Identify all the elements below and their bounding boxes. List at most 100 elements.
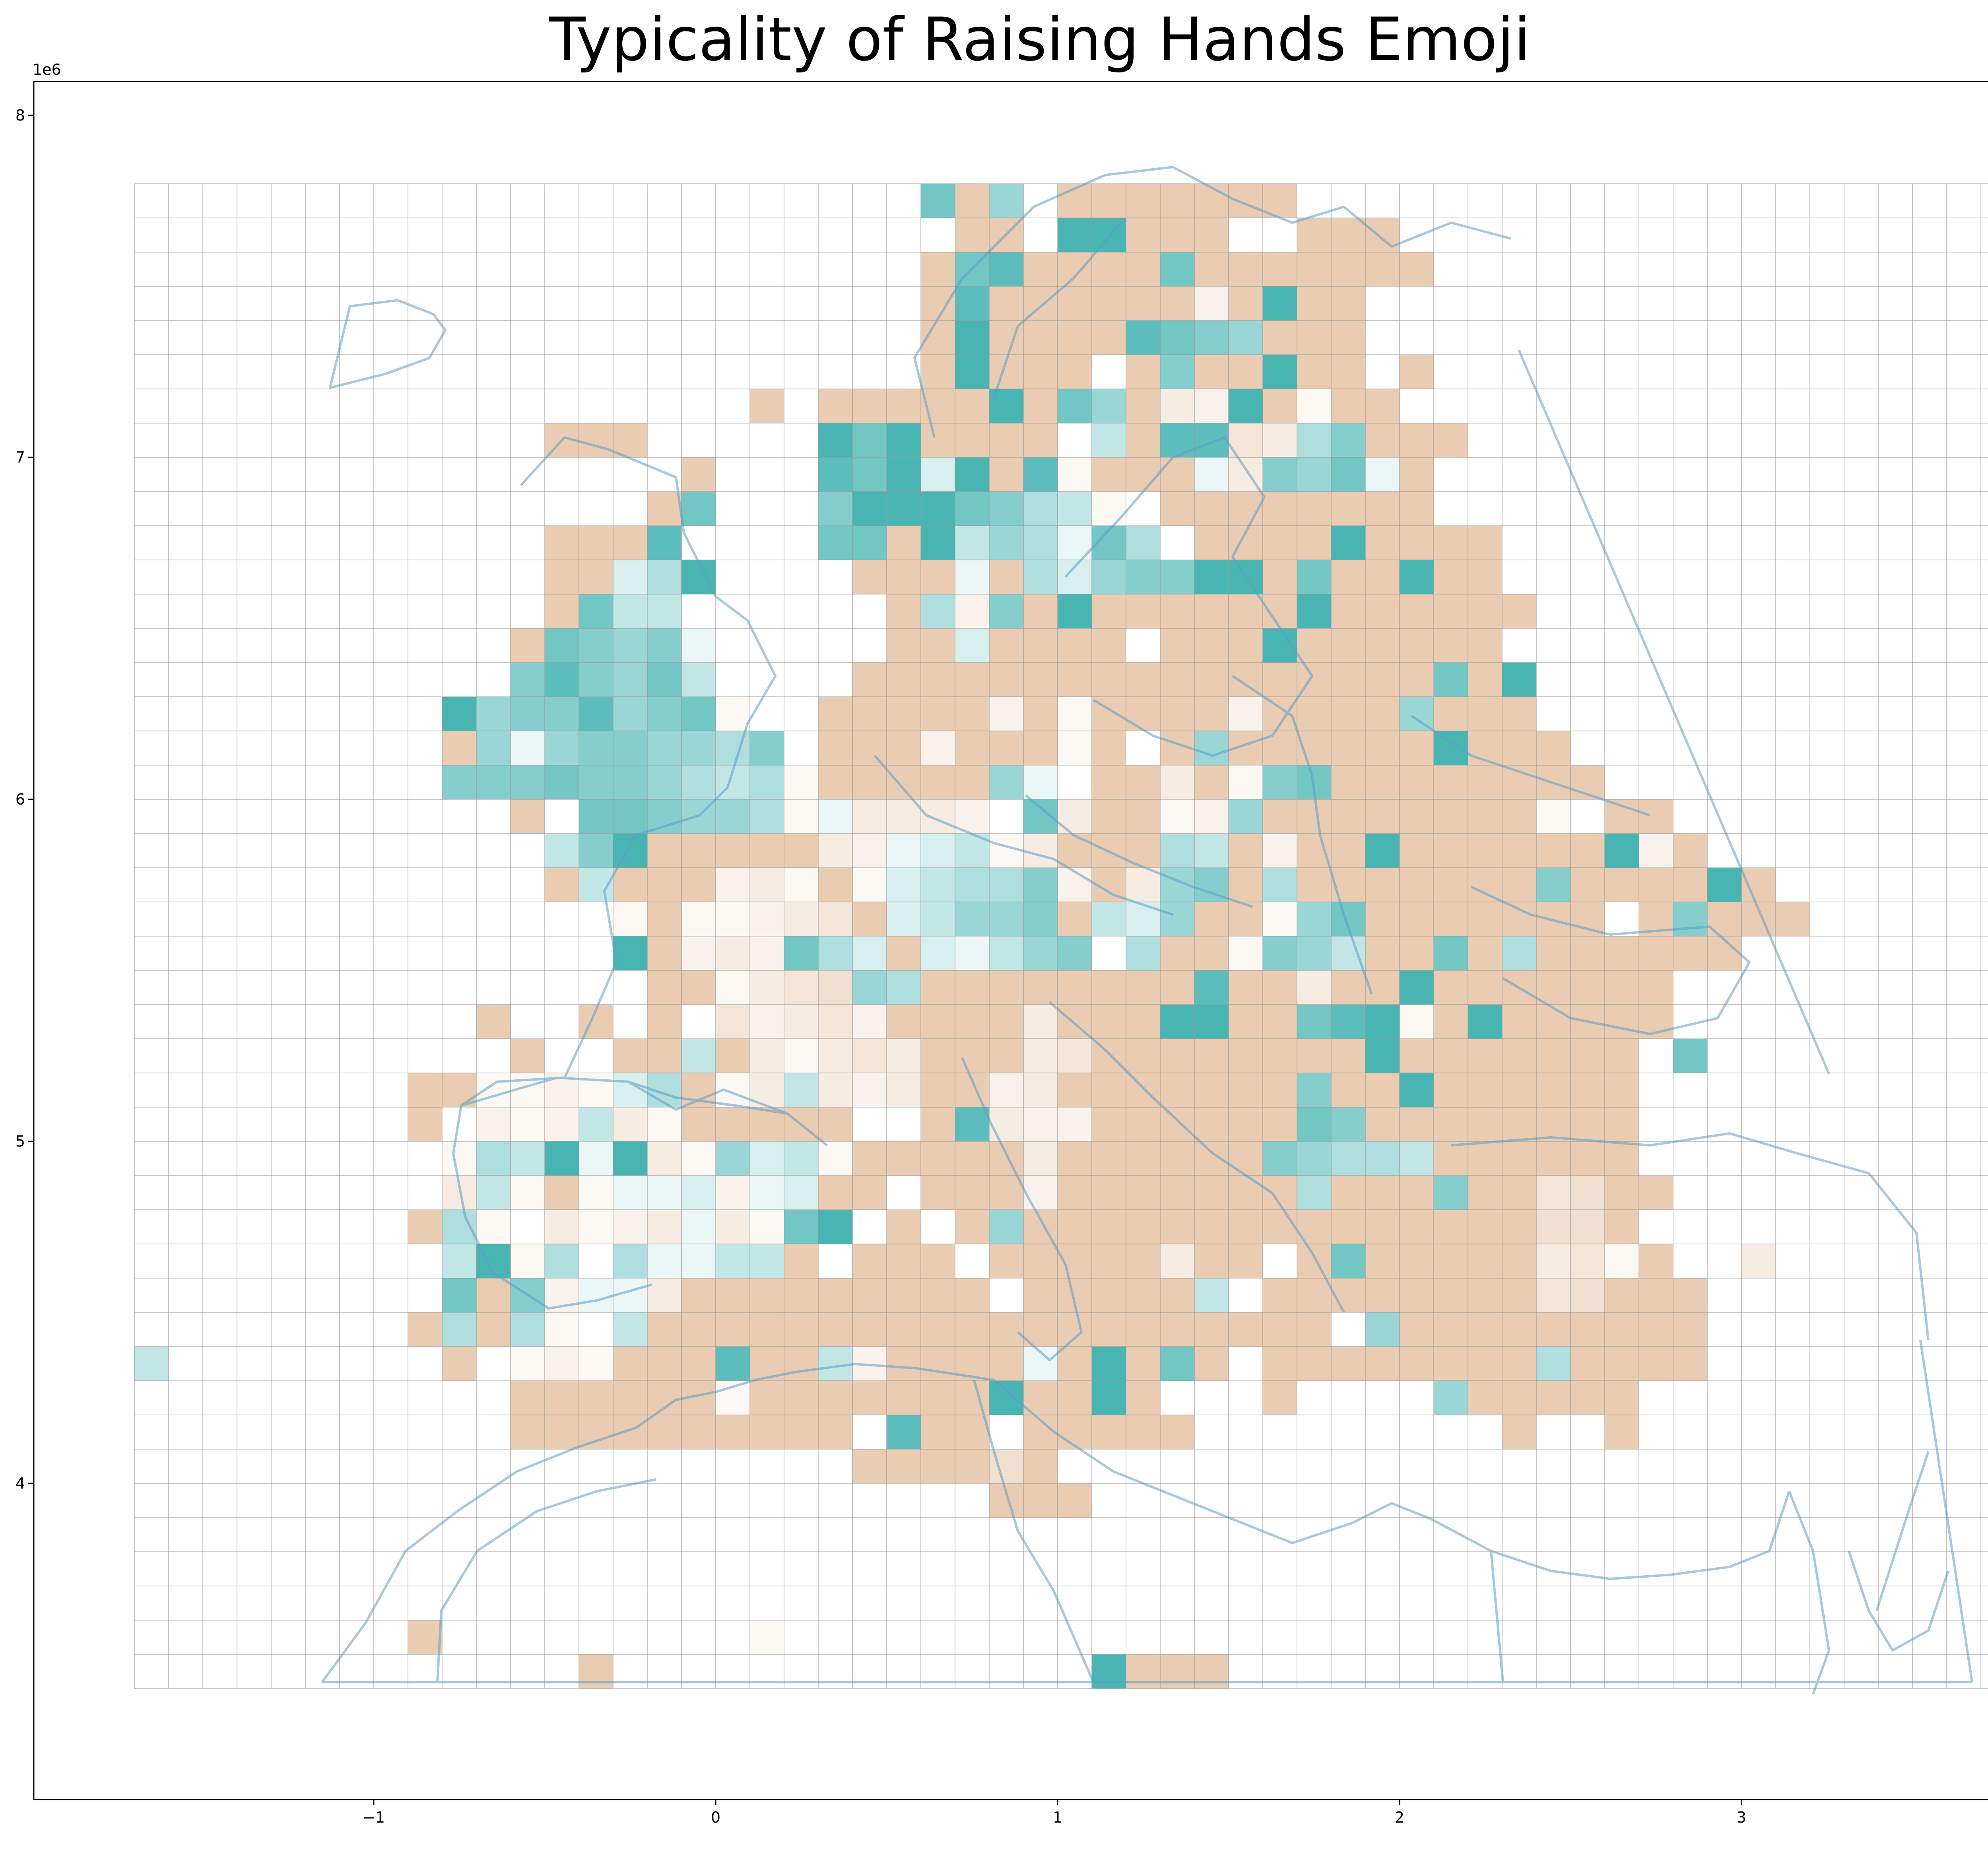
heatmap-cell (579, 594, 613, 628)
heatmap-cell (681, 902, 716, 936)
heatmap-cell (1434, 560, 1468, 594)
heatmap-cell (579, 1654, 613, 1689)
heatmap-cell (955, 970, 989, 1005)
heatmap-cell (1058, 1073, 1092, 1107)
heatmap-cell (1126, 1210, 1160, 1244)
heatmap-cell (545, 765, 579, 799)
x-tick-label: 1 (1053, 1809, 1062, 1826)
heatmap-cell (1194, 1005, 1229, 1039)
heatmap-cell (1263, 526, 1297, 560)
heatmap-cell (818, 1278, 852, 1312)
heatmap-cell (1365, 1312, 1400, 1347)
heatmap-cell (1536, 868, 1571, 902)
heatmap-cell (476, 731, 511, 765)
heatmap-cell (1468, 970, 1502, 1005)
heatmap-cell (1400, 492, 1434, 526)
heatmap-cell (1434, 594, 1468, 628)
coastline-north-africa (321, 1363, 1790, 1683)
heatmap-cell (887, 799, 921, 834)
heatmap-cell (1536, 1141, 1571, 1176)
heatmap-cell (1536, 1278, 1571, 1312)
heatmap-cell (1331, 902, 1365, 936)
x-tick-label: −1 (363, 1809, 385, 1826)
heatmap-cell (1331, 970, 1365, 1005)
heatmap-cell (852, 970, 887, 1005)
heatmap-cell (1331, 697, 1365, 731)
heatmap-cell (1194, 1039, 1229, 1073)
heatmap-cell (887, 1039, 921, 1073)
heatmap-cell (1331, 1278, 1365, 1312)
heatmap-cell (955, 1210, 989, 1244)
heatmap-cell (750, 834, 784, 868)
heatmap-cell (1297, 1312, 1331, 1347)
heatmap-cell (750, 1176, 784, 1210)
heatmap-cell (1023, 1176, 1058, 1210)
heatmap-cell (1502, 1107, 1536, 1141)
heatmap-cell (1023, 1005, 1058, 1039)
heatmap-cell (887, 1244, 921, 1278)
heatmap-cell (1536, 834, 1571, 868)
heatmap-cell (1194, 560, 1229, 594)
heatmap-cell (1160, 799, 1194, 834)
heatmap-cell (921, 663, 955, 697)
heatmap-cell (1502, 1039, 1536, 1073)
heatmap-cell (1126, 970, 1160, 1005)
heatmap-cell (1400, 423, 1434, 457)
heatmap-cell (1605, 1244, 1639, 1278)
heatmap-cell (1092, 663, 1126, 697)
heatmap-cell (852, 389, 887, 423)
heatmap-cell (1502, 1278, 1536, 1312)
border-central-europe-2 (1025, 794, 1253, 908)
heatmap-cell (921, 1107, 955, 1141)
heatmap-cell (989, 1312, 1023, 1347)
heatmap-cell (1400, 731, 1434, 765)
heatmap-cell (921, 594, 955, 628)
heatmap-cell (1263, 834, 1297, 868)
heatmap-cell (1331, 389, 1365, 423)
heatmap-cell (716, 902, 750, 936)
plot-frame (33, 81, 1988, 1800)
heatmap-cell (1194, 1073, 1229, 1107)
heatmap-cell (681, 1278, 716, 1312)
heatmap-cell (784, 834, 818, 868)
heatmap-cell (921, 697, 955, 731)
heatmap-cell (1536, 1005, 1571, 1039)
heatmap-cell (784, 1381, 818, 1415)
heatmap-cell (1263, 970, 1297, 1005)
heatmap-cell (989, 1039, 1023, 1073)
heatmap-cell (681, 1244, 716, 1278)
heatmap-cell (818, 1347, 852, 1381)
heatmap-cell (545, 1141, 579, 1176)
border-scandinavia-1 (993, 222, 1122, 398)
heatmap-cell (579, 628, 613, 663)
heatmap-cell (1434, 902, 1468, 936)
heatmap-cell (476, 1312, 511, 1347)
heatmap-cell (1194, 594, 1229, 628)
heatmap-cell (511, 663, 545, 697)
heatmap-cell (1126, 1381, 1160, 1415)
heatmap-cell (1126, 868, 1160, 902)
heatmap-cell (1434, 423, 1468, 457)
heatmap-cell (1673, 1278, 1707, 1312)
heatmap-cell (921, 1449, 955, 1483)
heatmap-cell (1365, 765, 1400, 799)
heatmap-cell (887, 663, 921, 697)
heatmap-cell (1194, 628, 1229, 663)
heatmap-cell (1365, 970, 1400, 1005)
heatmap-cell (1400, 594, 1434, 628)
heatmap-cell (1297, 1176, 1331, 1210)
heatmap-cell (1434, 492, 1468, 526)
heatmap-cell (613, 834, 647, 868)
heatmap-cell (476, 697, 511, 731)
heatmap-cell (716, 1415, 750, 1449)
heatmap-cell (921, 1381, 955, 1415)
border-france-spain (628, 1081, 788, 1115)
heatmap-cell (1639, 799, 1673, 834)
border-africa-1 (436, 1478, 656, 1683)
heatmap-cell (921, 731, 955, 765)
heatmap-cell (613, 1141, 647, 1176)
heatmap-cell (545, 1176, 579, 1210)
heatmap-cell (1502, 799, 1536, 834)
heatmap-cell (1092, 594, 1126, 628)
heatmap-cell (1331, 1039, 1365, 1073)
